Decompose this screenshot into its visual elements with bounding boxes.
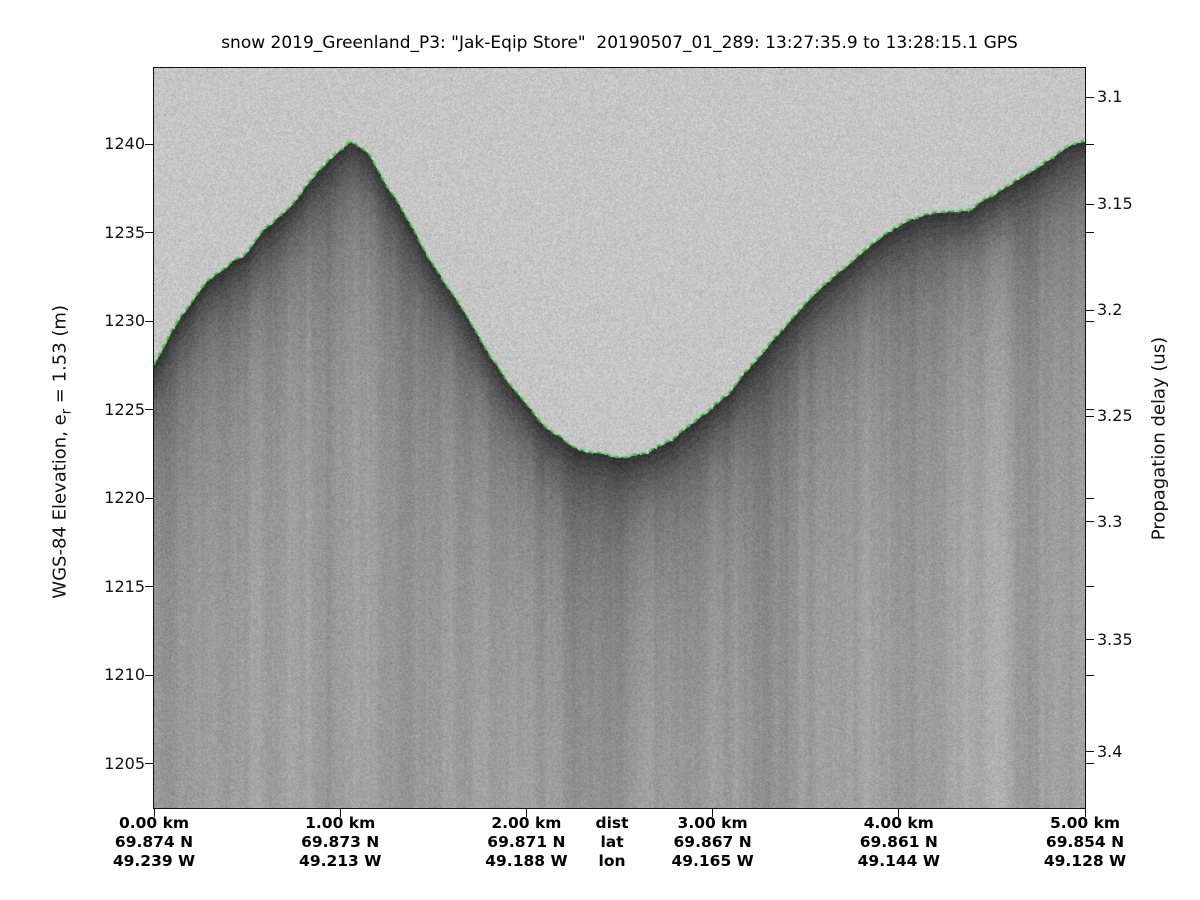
delay-tick-label: 3.25: [1097, 406, 1133, 426]
elevation-tick-mirror: [1086, 320, 1094, 322]
distance-tick: [525, 809, 527, 817]
elevation-tick: [145, 763, 153, 765]
latitude-label: 69.854 N: [1045, 833, 1125, 851]
delay-tick: [1086, 751, 1094, 753]
elevation-tick: [145, 586, 153, 588]
latitude-label: 69.867 N: [673, 833, 752, 851]
distance-label: 1.00 km: [305, 814, 376, 832]
elevation-tick-mirror: [1086, 674, 1094, 676]
figure-title: snow 2019_Greenland_P3: "Jak-Eqip Store"…: [221, 33, 1018, 53]
delay-tick: [1086, 309, 1094, 311]
distance-tick: [712, 809, 714, 817]
distance-tick: [153, 809, 155, 817]
distance-label: 0.00 km: [118, 814, 190, 832]
distance-tick: [898, 809, 900, 817]
delay-tick: [1086, 521, 1094, 523]
elevation-tick-label: 1210: [104, 665, 145, 685]
distance-tick: [339, 809, 341, 817]
left-axis-label: WGS-84 Elevation, er = 1.53 (m): [29, 213, 96, 713]
plot-frame: [153, 67, 1086, 809]
elevation-tick-mirror: [1086, 143, 1094, 145]
delay-tick-label: 3.2: [1097, 300, 1123, 319]
elevation-tick: [145, 143, 153, 145]
distance-label: 5.00 km: [1049, 814, 1121, 832]
elevation-tick-label: 1205: [104, 753, 145, 773]
latitude-label: 69.873 N: [301, 833, 380, 851]
elevation-tick-label: 1230: [104, 311, 145, 331]
axis-row-name-dist: dist: [595, 814, 629, 832]
elevation-tick: [145, 674, 153, 676]
latitude-label: 69.861 N: [859, 833, 938, 851]
elevation-tick-label: 1225: [104, 399, 145, 419]
delay-tick-label: 3.3: [1097, 511, 1123, 531]
axis-row-name-lat: lat: [600, 833, 624, 851]
delay-tick: [1086, 96, 1094, 98]
longitude-label: 49.213 W: [299, 852, 382, 870]
longitude-label: 49.144 W: [857, 852, 940, 870]
distance-tick: [1084, 809, 1086, 817]
elevation-tick: [145, 232, 153, 234]
elevation-tick-mirror: [1086, 232, 1094, 234]
longitude-label: 49.188 W: [485, 852, 568, 870]
distance-label: 3.00 km: [677, 814, 748, 832]
delay-tick-label: 3.35: [1097, 629, 1133, 649]
delay-tick: [1086, 639, 1094, 641]
longitude-label: 49.165 W: [671, 852, 754, 870]
elevation-tick-mirror: [1086, 497, 1094, 499]
delay-tick: [1086, 415, 1094, 417]
longitude-label: 49.128 W: [1043, 852, 1127, 870]
delay-tick-label: 3.1: [1097, 87, 1123, 107]
latitude-label: 69.871 N: [487, 833, 566, 851]
elevation-tick-mirror: [1086, 586, 1094, 588]
longitude-label: 49.239 W: [112, 852, 196, 870]
elevation-tick: [145, 409, 153, 411]
echogram-canvas[interactable]: [154, 68, 1085, 808]
delay-tick-label: 3.4: [1097, 741, 1123, 761]
distance-label: 4.00 km: [863, 814, 934, 832]
elevation-tick-label: 1220: [104, 488, 145, 508]
elevation-tick-mirror: [1086, 763, 1094, 765]
elevation-tick: [145, 320, 153, 322]
delay-tick: [1086, 203, 1094, 205]
latitude-label: 69.874 N: [114, 833, 194, 851]
delay-tick-label: 3.15: [1097, 194, 1133, 214]
elevation-tick-label: 1235: [104, 222, 145, 242]
distance-label: 2.00 km: [491, 814, 562, 832]
elevation-tick: [145, 497, 153, 499]
elevation-tick-mirror: [1086, 409, 1094, 411]
elevation-tick-label: 1215: [104, 576, 145, 596]
elevation-tick-label: 1240: [104, 134, 145, 154]
axis-row-name-lon: lon: [598, 852, 626, 870]
